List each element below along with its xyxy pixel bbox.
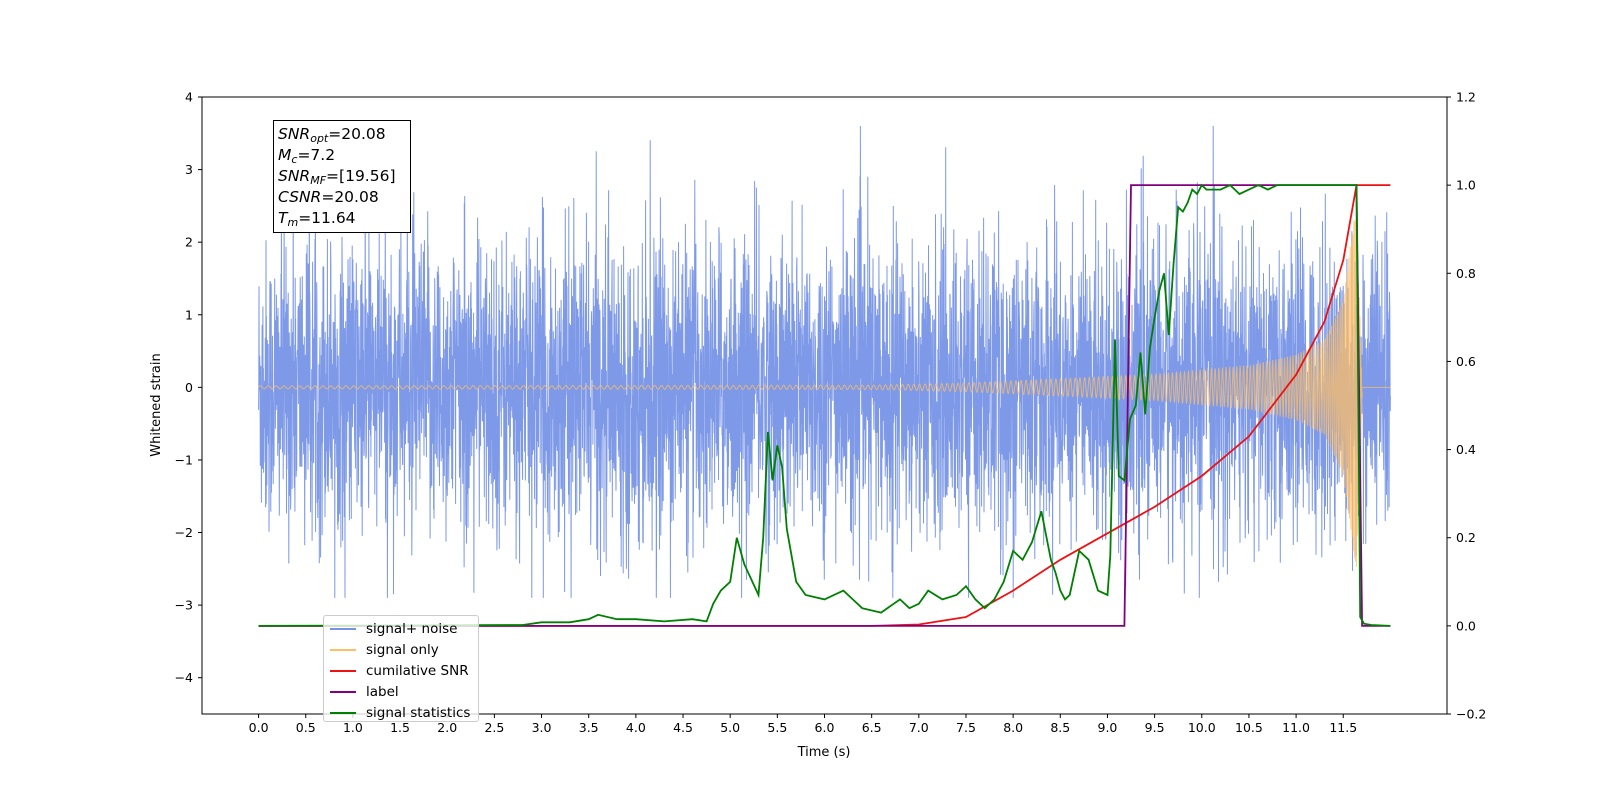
y-tick-label: 0	[185, 380, 193, 395]
x-tick-label: 6.0	[815, 720, 835, 735]
x-tick-label: 1.0	[343, 720, 363, 735]
x-tick-label: 7.0	[909, 720, 929, 735]
legend-label: signal+ noise	[366, 621, 458, 638]
tm-row: Tm=11.64	[278, 209, 356, 229]
mc-row: Mc=7.2	[278, 146, 336, 166]
y2-tick-label: −0.2	[1456, 707, 1486, 722]
x-axis-label: Time (s)	[797, 745, 851, 760]
x-tick-label: 0.5	[296, 720, 316, 735]
x-tick-label: 3.0	[532, 720, 552, 735]
x-tick-label: 10.0	[1188, 720, 1216, 735]
y-tick-label: 2	[185, 235, 193, 250]
snr-mf-row: SNRMF=[19.56]	[278, 167, 396, 187]
mc-value: =7.2	[297, 146, 336, 164]
y-tick-label: 1	[185, 307, 193, 322]
legend-entry-cumulative-snr: cumilative SNR	[330, 661, 478, 682]
tm-value: =11.64	[298, 209, 356, 227]
legend-label: signal only	[366, 642, 439, 659]
y-axis-right: 1.2 1.0 0.8 0.6 0.4 0.2 0.0 −0.2	[1447, 90, 1486, 722]
x-tick-label: 11.5	[1329, 720, 1357, 735]
series-cumulative-snr	[258, 184, 1391, 627]
y-axis-left: 4 3 2 1 0 −1 −2 −3 −4	[175, 90, 202, 685]
legend-label: signal statistics	[366, 704, 471, 721]
x-tick-label: 5.5	[767, 720, 787, 735]
legend-entry-signal-noise: signal+ noise	[330, 619, 478, 640]
x-tick-label: 9.0	[1098, 720, 1118, 735]
x-tick-label: 1.5	[390, 720, 410, 735]
series-signal-only	[258, 212, 1391, 568]
csnr-row: CSNR=20.08	[278, 188, 379, 206]
snr-opt-value: =20.08	[328, 125, 386, 143]
x-tick-label: 8.0	[1003, 720, 1023, 735]
x-tick-label: 6.5	[862, 720, 882, 735]
legend-entry-signal-statistics: signal statistics	[330, 702, 478, 723]
x-tick-label: 9.5	[1145, 720, 1165, 735]
x-tick-label: 8.5	[1050, 720, 1070, 735]
y-tick-label: −2	[175, 525, 193, 540]
x-tick-label: 2.0	[437, 720, 457, 735]
legend-swatch	[330, 690, 356, 693]
y2-tick-label: 1.2	[1456, 90, 1476, 105]
y-axis-label: Whitened strain	[149, 353, 164, 456]
x-tick-label: 5.0	[720, 720, 740, 735]
x-tick-label: 7.5	[956, 720, 976, 735]
legend-entry-label: label	[330, 681, 478, 702]
y-tick-label: −3	[175, 598, 193, 613]
legend-swatch	[330, 669, 356, 672]
x-tick-label: 4.5	[673, 720, 693, 735]
legend-swatch	[330, 628, 356, 631]
series-signal-statistics	[258, 183, 1391, 627]
snr-mf-value: =[19.56]	[326, 167, 396, 185]
x-tick-label: 11.0	[1282, 720, 1310, 735]
legend-label: cumilative SNR	[366, 662, 469, 679]
legend-entry-signal-only: signal only	[330, 640, 478, 661]
csnr-value: =20.08	[321, 188, 379, 206]
y-tick-label: −1	[175, 452, 193, 467]
series-signal-noise	[258, 125, 1391, 598]
y2-tick-label: 0.0	[1456, 618, 1476, 633]
x-tick-label: 2.5	[484, 720, 504, 735]
x-tick-label: 4.0	[626, 720, 646, 735]
legend-label: label	[366, 683, 399, 700]
plot-layer	[258, 125, 1391, 627]
x-axis: 0.0 0.5 1.0 1.5 2.0 2.5 3.0 3.5 4.0 4.5 5.0 5.5 6.0 6…	[249, 714, 1357, 735]
x-tick-label: 10.5	[1235, 720, 1263, 735]
snr-opt-row: SNRopt=20.08	[278, 125, 386, 145]
legend-swatch	[330, 649, 356, 652]
y2-tick-label: 0.2	[1456, 530, 1476, 545]
y-tick-label: 4	[185, 90, 193, 105]
y-tick-label: 3	[185, 162, 193, 177]
legend-swatch	[330, 711, 356, 714]
y2-tick-label: 1.0	[1456, 178, 1476, 193]
snr-annotation-box: SNRopt=20.08 Mc=7.2 SNRMF=[19.56] CSNR=2…	[273, 120, 411, 233]
y2-tick-label: 0.4	[1456, 442, 1476, 457]
y-tick-label: −4	[175, 670, 193, 685]
y2-tick-label: 0.6	[1456, 354, 1476, 369]
x-tick-label: 0.0	[249, 720, 269, 735]
legend: signal+ noise signal only cumilative SNR…	[323, 615, 479, 722]
series-label	[258, 184, 1391, 627]
y2-tick-label: 0.8	[1456, 266, 1476, 281]
x-tick-label: 3.5	[579, 720, 599, 735]
